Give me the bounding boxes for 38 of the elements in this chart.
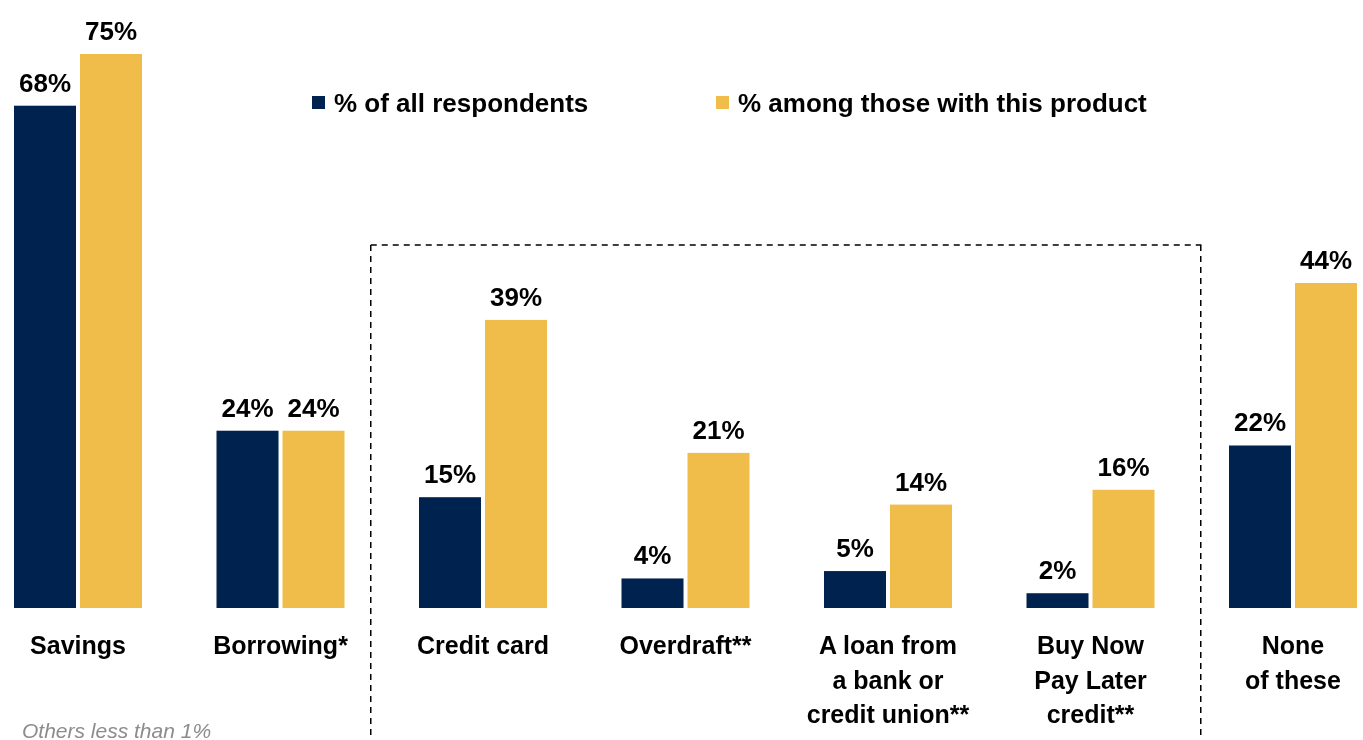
x-tick-label: A loan from a bank or credit union** [806, 631, 970, 728]
bar [1026, 593, 1089, 608]
bar [687, 452, 750, 608]
data-label: 5% [836, 533, 874, 564]
data-label: 22% [1233, 407, 1287, 438]
x-tick-label: Overdraft** [619, 631, 752, 659]
bar [621, 578, 684, 608]
legend-label: % of all respondents [334, 88, 589, 118]
bar [1092, 489, 1155, 608]
x-tick-label: Borrowing* [213, 631, 349, 659]
data-label: 15% [423, 459, 477, 490]
x-tick-label: Savings [30, 631, 126, 659]
data-label: 24% [221, 392, 274, 423]
x-tick-label: Credit card [417, 631, 549, 659]
data-label: 14% [894, 466, 948, 497]
bar [824, 571, 886, 608]
bar [485, 319, 547, 608]
data-label: 75% [84, 16, 138, 46]
bar [216, 430, 279, 608]
bar [890, 504, 952, 608]
bar [1295, 282, 1357, 608]
x-tick-label: None of these [1245, 631, 1342, 694]
data-label: 4% [633, 540, 672, 571]
data-label: 39% [489, 281, 543, 312]
bar [419, 497, 481, 608]
data-label: 2% [1038, 555, 1077, 586]
data-label: 44% [1299, 244, 1353, 275]
bar [80, 54, 142, 608]
bar [14, 105, 76, 608]
data-label: 21% [692, 414, 745, 445]
data-label: 68% [18, 67, 72, 98]
bar [282, 430, 345, 608]
bar [1229, 445, 1291, 608]
legend-label: % among those with this product [738, 88, 1148, 118]
text: Others less than 1% [22, 719, 212, 740]
x-tick-label: Buy Now Pay Later credit** [1034, 631, 1148, 728]
data-label: 16% [1097, 451, 1150, 482]
data-label: 24% [287, 392, 340, 423]
